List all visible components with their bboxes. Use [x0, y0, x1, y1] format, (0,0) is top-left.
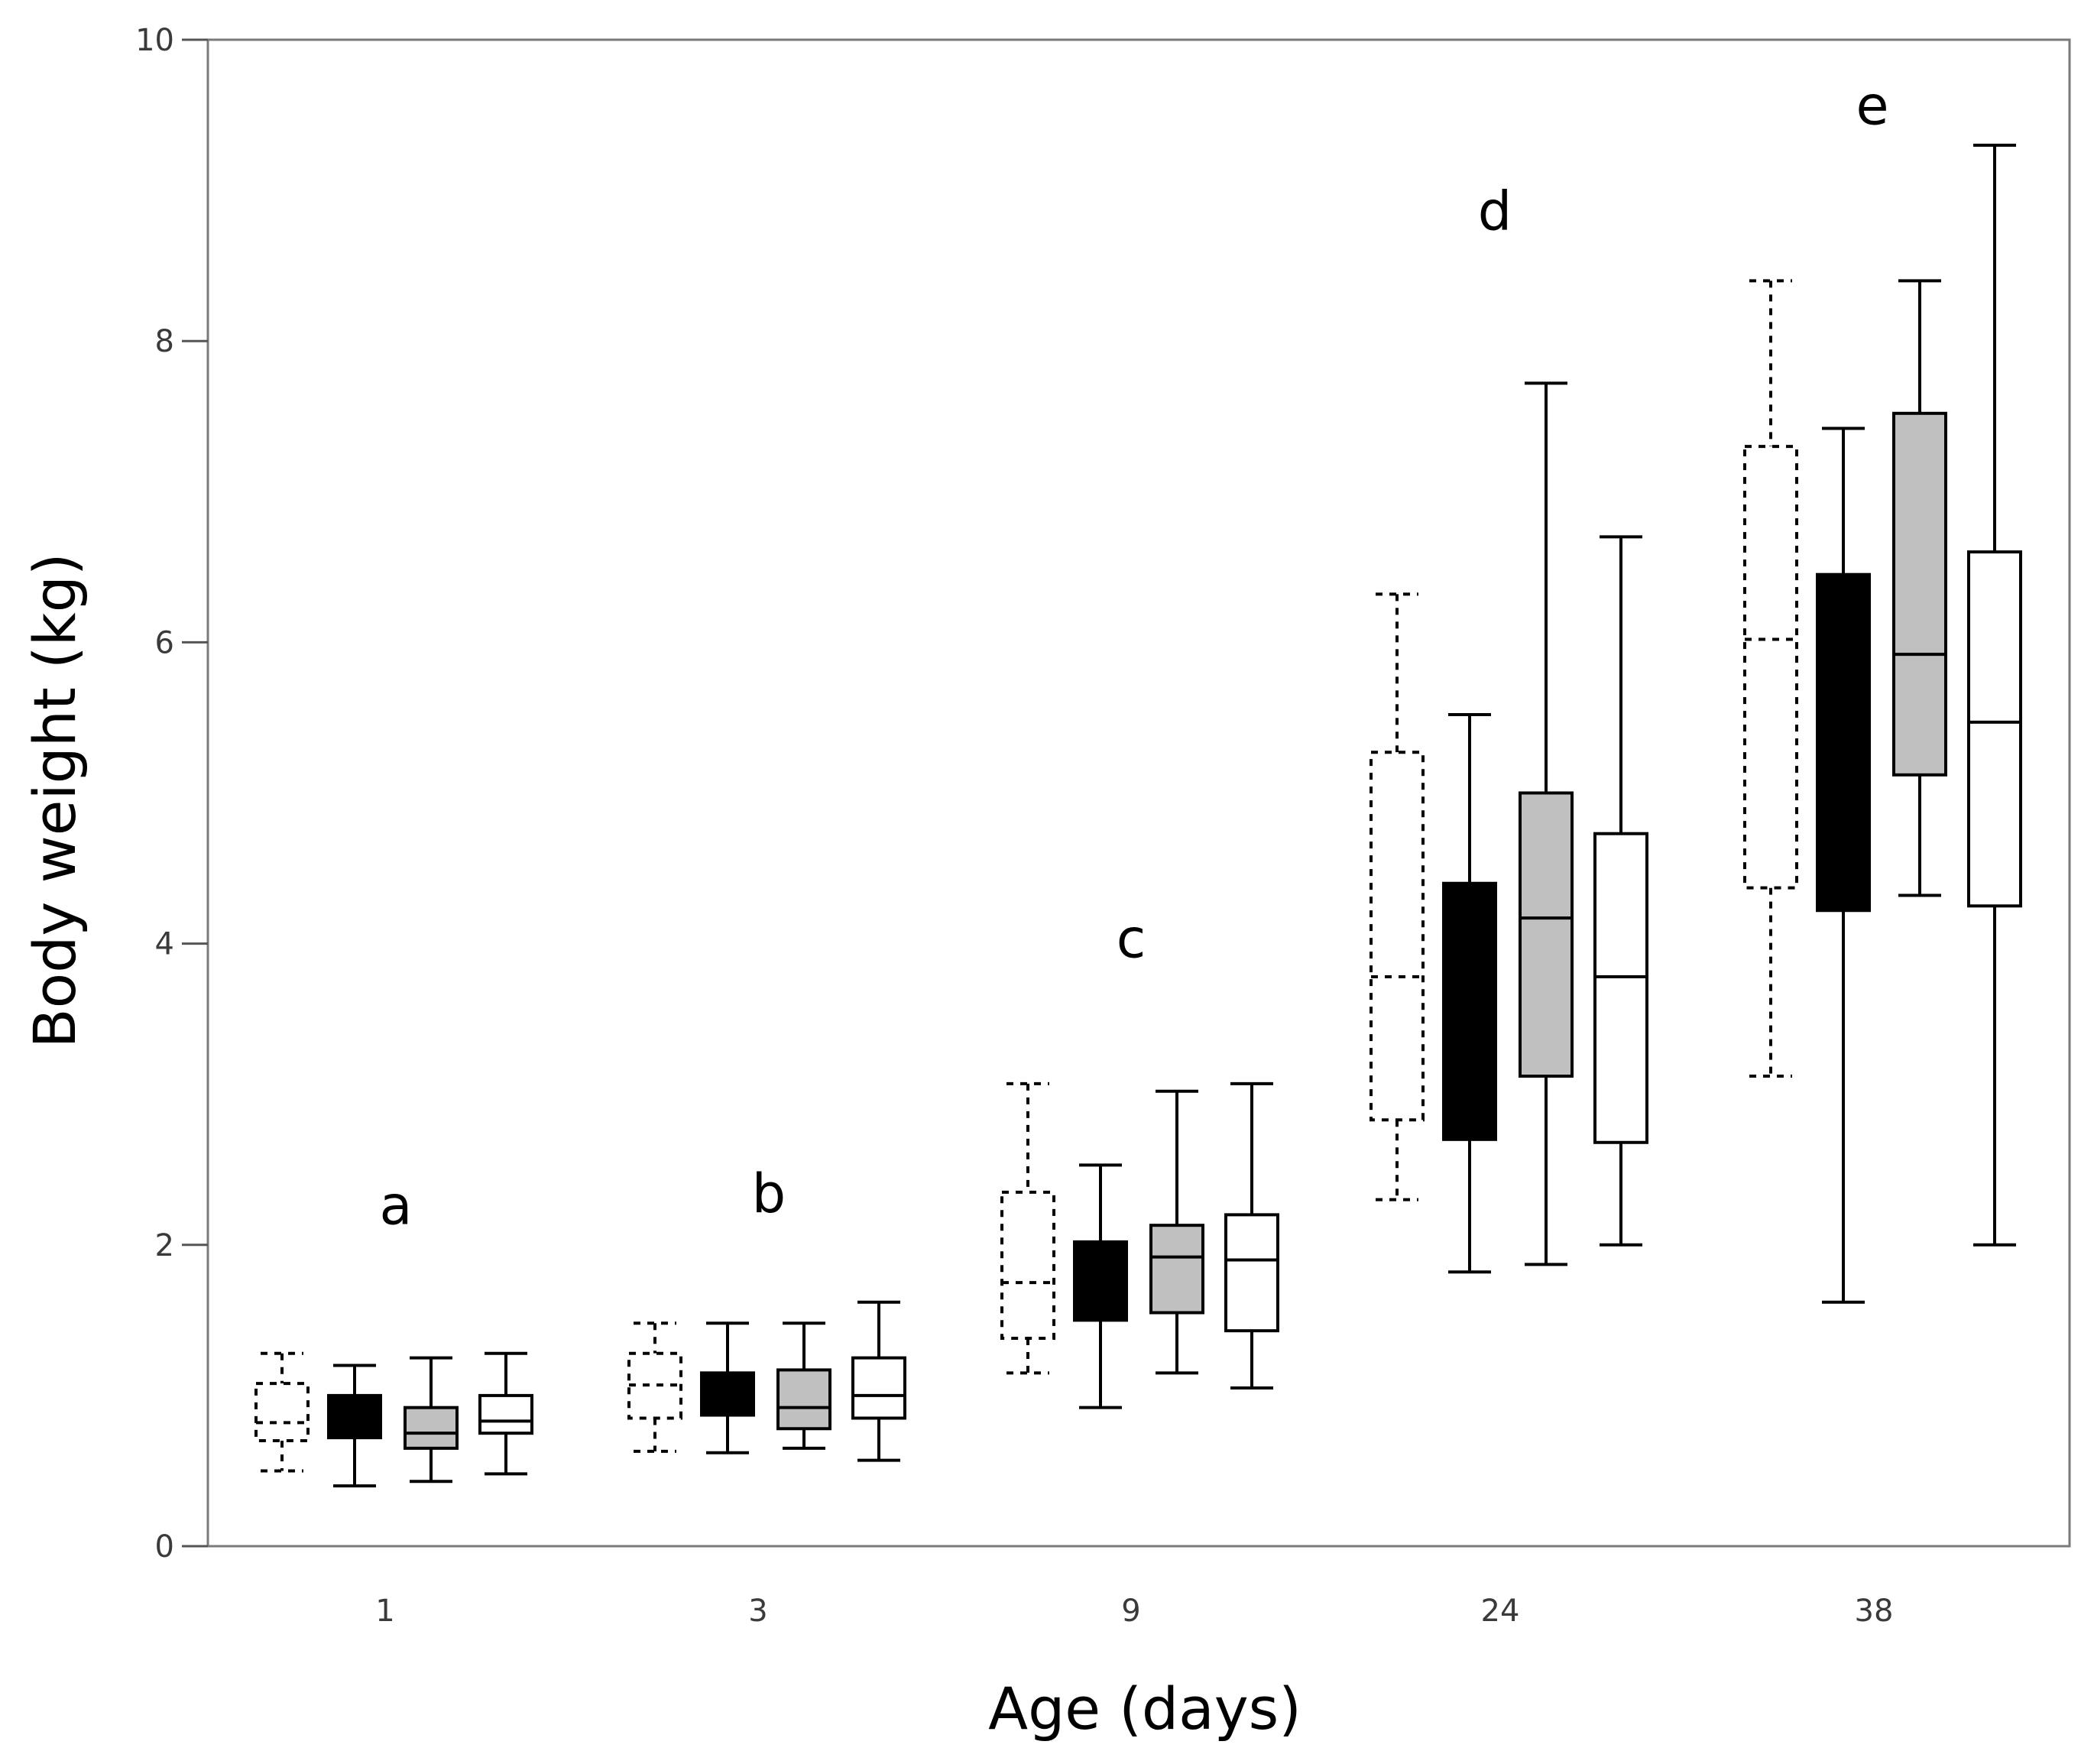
group-letter: b	[752, 1162, 786, 1225]
box	[1892, 411, 1947, 777]
box	[1816, 572, 1871, 913]
y-tick-label: 10	[135, 23, 174, 58]
x-tick-label: 38	[1855, 1594, 1894, 1629]
box	[254, 1382, 310, 1443]
box	[1593, 832, 1648, 1144]
y-tick-label: 8	[155, 324, 174, 359]
x-tick-label: 3	[748, 1594, 767, 1629]
y-tick-label: 0	[155, 1529, 174, 1565]
y-axis-title: Body weight (kg)	[21, 553, 89, 1049]
x-tick-label: 1	[375, 1594, 394, 1629]
x-tick-label: 24	[1481, 1594, 1520, 1629]
group-letter: d	[1478, 180, 1512, 243]
box	[1224, 1213, 1279, 1333]
x-tick-label: 9	[1121, 1594, 1140, 1629]
group-letter: a	[380, 1175, 413, 1237]
box	[1967, 550, 2022, 908]
box	[1442, 881, 1497, 1141]
y-tick-label: 2	[155, 1228, 174, 1263]
group-letter: e	[1856, 75, 1888, 138]
plot-frame	[206, 38, 2071, 1548]
box	[851, 1356, 906, 1420]
box	[1000, 1190, 1055, 1341]
box	[1743, 445, 1798, 890]
box	[404, 1406, 459, 1450]
box	[1149, 1224, 1204, 1315]
y-tick-label: 4	[155, 927, 174, 962]
y-tick-label: 6	[155, 625, 174, 660]
box	[478, 1393, 533, 1435]
x-axis-title: Age (days)	[988, 1675, 1301, 1743]
group-letter: c	[1117, 908, 1146, 971]
box	[776, 1368, 831, 1431]
box	[1519, 791, 1574, 1078]
box	[1370, 751, 1425, 1122]
